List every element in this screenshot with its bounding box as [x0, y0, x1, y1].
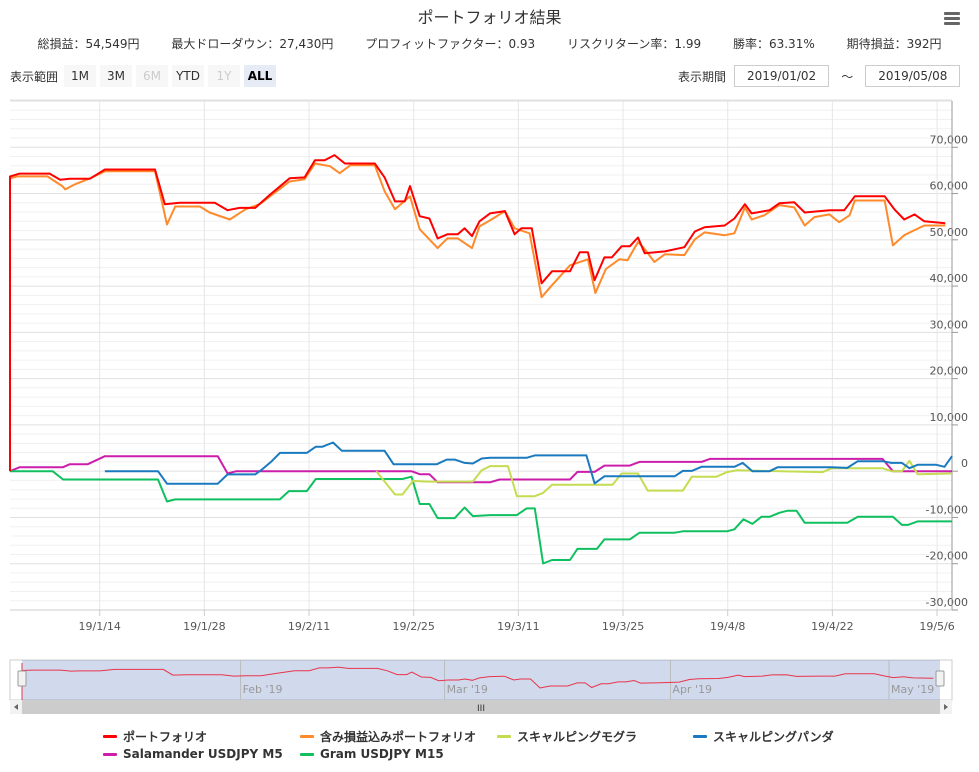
stat-expected-pnl: 期待損益：392円	[846, 37, 942, 51]
y-tick-label: 60,000	[930, 180, 969, 193]
legend-marker	[103, 752, 117, 756]
range-button-3m[interactable]: 3M	[100, 65, 133, 87]
navigator-label: Mar '19	[447, 683, 488, 696]
navigator-frame	[9, 659, 953, 701]
range-button-6m[interactable]: 6M	[136, 65, 169, 87]
legend-marker	[103, 735, 117, 738]
x-tick-label: 19/5/6	[919, 620, 954, 633]
y-tick-label: -10,000	[926, 503, 968, 516]
x-tick-label: 19/3/25	[602, 620, 644, 633]
x-tick-label: 19/1/28	[183, 620, 225, 633]
date-to-input[interactable]: 2019/05/08	[865, 65, 961, 87]
range-label: 表示範囲	[10, 69, 59, 84]
legend-label: スキャルピングパンダ	[713, 730, 834, 744]
date-from-input[interactable]: 2019/01/02	[734, 65, 830, 87]
stat-risk-return: リスクリターン率：1.99	[567, 37, 702, 51]
legend-label: Salamander USDJPY M5	[123, 747, 283, 761]
stat-total-pnl: 総損益：54,549円	[37, 37, 140, 51]
series-line-5	[10, 470, 952, 565]
y-tick-label: 40,000	[930, 272, 969, 285]
range-selector: 表示範囲 1M 3M 6M YTD 1Y ALL	[10, 65, 280, 87]
stats-bar: 総損益：54,549円 最大ドローダウン：27,430円 プロフィットファクター…	[0, 35, 979, 52]
stat-profit-factor: プロフィットファクター：0.93	[365, 37, 536, 51]
series-line-4	[9, 455, 952, 484]
legend-label: Gram USDJPY M15	[320, 747, 444, 761]
x-tick-label: 19/4/8	[710, 620, 745, 633]
x-tick-label: 19/2/25	[393, 620, 435, 633]
scroll-left-arrow-icon[interactable]	[14, 704, 18, 710]
range-button-all[interactable]: ALL	[244, 65, 277, 87]
navigator-handle-left[interactable]	[17, 670, 27, 687]
period-separator: ～	[841, 69, 854, 84]
chart-svg: 19/1/14 19/1/28 19/2/11 19/2/25 19/3/11 19/3/…	[9, 99, 969, 714]
navigator-mask	[22, 660, 940, 700]
chart-title: ポートフォリオ結果	[417, 8, 562, 27]
y-tick-label: -20,000	[926, 550, 968, 563]
legend-marker	[300, 735, 314, 738]
stat-max-drawdown: 最大ドローダウン：27,430円	[171, 37, 334, 51]
navigator-label: Feb '19	[243, 683, 283, 696]
y-tick-label: 30,000	[930, 318, 969, 331]
scroll-right-arrow-icon[interactable]	[944, 704, 948, 710]
scrollbar-thumb[interactable]	[22, 700, 940, 714]
y-tick-label: 0	[961, 457, 968, 470]
navigator-label: Apr '19	[672, 683, 712, 696]
y-tick-label: 70,000	[930, 133, 969, 146]
period-label: 表示期間	[678, 69, 727, 84]
y-tick-label: 10,000	[930, 411, 969, 424]
legend-marker	[497, 735, 511, 738]
series-line-2	[375, 459, 953, 498]
legend-marker	[693, 735, 707, 738]
scrollbar-grip: III	[477, 704, 485, 714]
x-tick-label: 19/2/11	[288, 620, 330, 633]
y-tick-label: -30,000	[926, 596, 968, 609]
navigator-handle-right[interactable]	[935, 670, 945, 687]
hamburger-icon[interactable]	[944, 12, 960, 26]
y-tick-label: 20,000	[930, 365, 969, 378]
legend-label: 含み損益込みポートフォリオ	[320, 730, 477, 744]
legend-item-5[interactable]: Gram USDJPY M15	[300, 747, 444, 761]
legend-item-2[interactable]: スキャルピングモグラ	[497, 728, 637, 745]
x-tick-label: 19/3/11	[497, 620, 539, 633]
navigator-label: May '19	[891, 683, 934, 696]
legend-label: ポートフォリオ	[123, 730, 208, 744]
stat-win-rate: 勝率：63.31%	[732, 37, 815, 51]
x-tick-label: 19/1/14	[79, 620, 121, 633]
x-tick-label: 19/4/22	[811, 620, 853, 633]
legend-item-1[interactable]: 含み損益込みポートフォリオ	[300, 728, 476, 745]
legend-item-3[interactable]: スキャルピングパンダ	[693, 728, 834, 745]
legend-label: スキャルピングモグラ	[517, 730, 638, 744]
legend-item-0[interactable]: ポートフォリオ	[103, 728, 207, 745]
series-line-0	[9, 154, 946, 472]
series-line-3	[104, 441, 953, 485]
series-line-1	[9, 162, 946, 299]
y-tick-label: 50,000	[930, 226, 969, 239]
range-button-1y[interactable]: 1Y	[208, 65, 241, 87]
period-selector: 表示期間 2019/01/02 ～ 2019/05/08	[678, 65, 961, 87]
range-button-ytd[interactable]: YTD	[172, 65, 205, 87]
legend-item-4[interactable]: Salamander USDJPY M5	[103, 747, 283, 761]
navigator-series	[21, 666, 934, 689]
legend-marker	[300, 752, 314, 756]
range-button-1m[interactable]: 1M	[64, 65, 97, 87]
